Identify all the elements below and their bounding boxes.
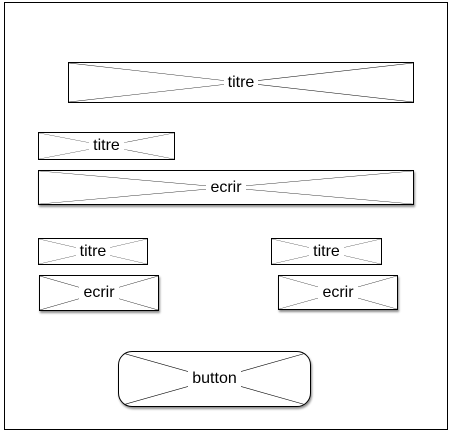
right-title-placeholder: titre bbox=[271, 238, 382, 265]
left-input-label: ecrir bbox=[79, 284, 119, 301]
left-input-placeholder[interactable]: ecrir bbox=[39, 275, 159, 311]
wide-input-placeholder[interactable]: ecrir bbox=[38, 170, 414, 205]
header-title-placeholder: titre bbox=[68, 62, 414, 103]
section-title-placeholder: titre bbox=[38, 132, 175, 160]
button-placeholder[interactable]: button bbox=[118, 351, 311, 407]
right-title-label: titre bbox=[309, 242, 344, 260]
header-title-label: titre bbox=[223, 73, 259, 91]
wide-input-label: ecrir bbox=[206, 178, 246, 196]
section-title-label: titre bbox=[89, 137, 124, 154]
right-input-placeholder[interactable]: ecrir bbox=[278, 275, 398, 310]
left-title-label: titre bbox=[75, 242, 111, 260]
left-title-placeholder: titre bbox=[38, 238, 148, 265]
button-label: button bbox=[188, 370, 241, 387]
right-input-label: ecrir bbox=[318, 283, 358, 301]
